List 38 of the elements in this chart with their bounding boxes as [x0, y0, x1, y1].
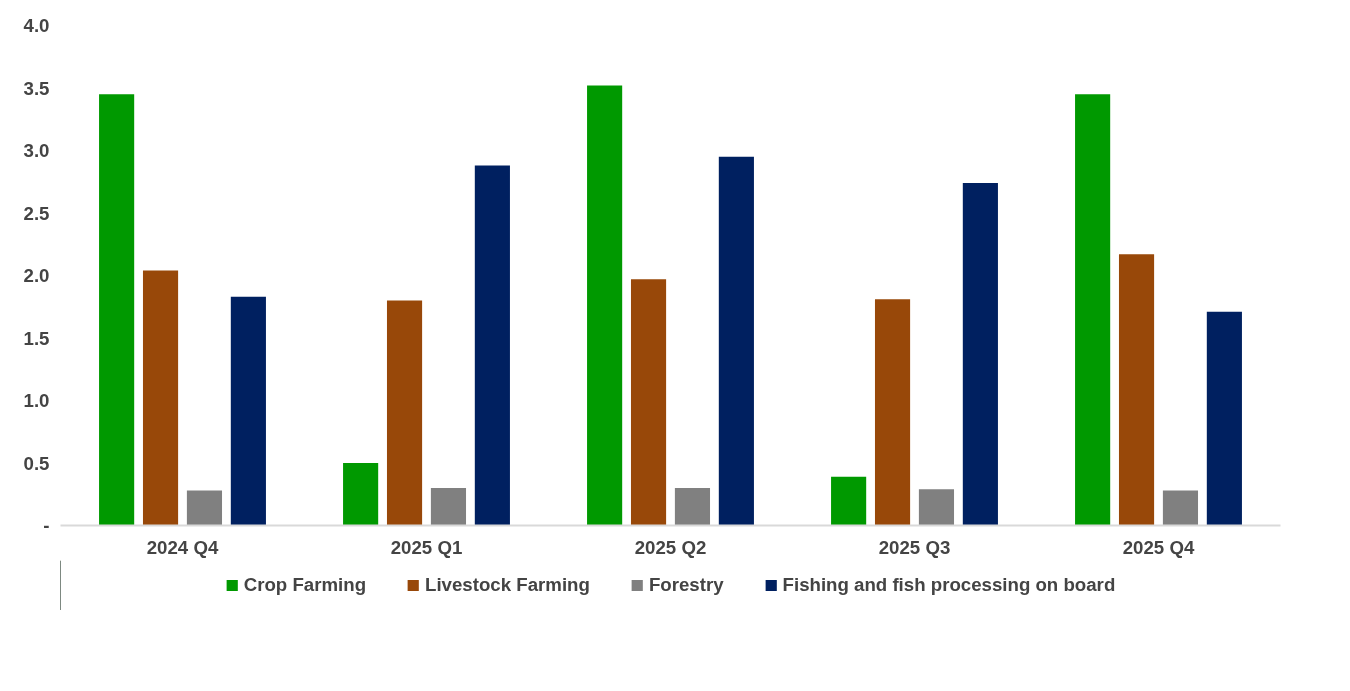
x-tick-label: 2025 Q1	[390, 536, 463, 558]
bar	[186, 490, 223, 526]
y-tick-label: 3.0	[23, 140, 50, 161]
bar	[630, 279, 667, 526]
bar	[99, 94, 135, 526]
bar	[1206, 311, 1242, 526]
y-tick-label: 4.0	[23, 15, 50, 36]
legend-label: Livestock Farming	[425, 574, 590, 596]
bar	[674, 488, 711, 526]
y-tick-label: 1.0	[23, 390, 50, 411]
bar	[918, 489, 955, 526]
y-tick-label: 1.5	[23, 327, 50, 349]
bar	[430, 488, 467, 526]
x-tick-label: 2024 Q4	[146, 536, 219, 558]
y-tick-label: 0.5	[23, 452, 50, 474]
bar	[1162, 490, 1199, 526]
bar	[718, 156, 754, 526]
bar	[230, 296, 266, 526]
legend-label: Forestry	[648, 574, 724, 596]
bar	[142, 270, 179, 526]
legend-label: Crop Farming	[243, 574, 367, 596]
x-tick-label: 2025 Q2	[634, 536, 707, 558]
bar	[1118, 254, 1155, 526]
bar	[831, 476, 867, 526]
bar	[1075, 94, 1111, 526]
bar	[962, 183, 998, 526]
bar	[587, 85, 623, 526]
legend-label: Fishing and fish processing on board	[782, 574, 1116, 596]
x-tick-label: 2025 Q4	[1122, 536, 1195, 558]
bar	[874, 299, 911, 526]
bar	[386, 300, 423, 526]
bar	[343, 463, 379, 526]
bar	[474, 165, 510, 526]
y-tick-label: 2.5	[23, 202, 50, 224]
x-tick-label: 2025 Q3	[878, 536, 951, 558]
y-tick-label: 2.0	[23, 265, 50, 286]
y-tick-label: 3.5	[23, 77, 50, 99]
y-tick-label: -	[43, 515, 50, 536]
